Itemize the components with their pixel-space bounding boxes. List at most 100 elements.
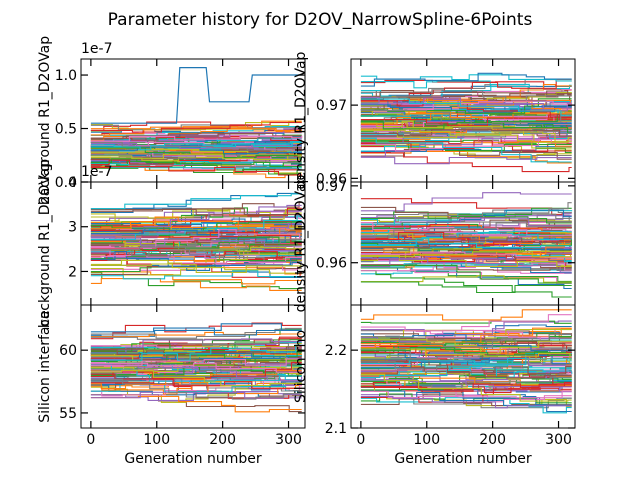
series-line — [90, 348, 302, 357]
series-line — [360, 215, 572, 227]
series-line — [90, 236, 302, 251]
x-tick-label: 300 — [275, 432, 302, 448]
series-line — [90, 358, 302, 366]
series-line — [360, 339, 572, 354]
series-line — [90, 153, 302, 160]
series-line — [360, 250, 572, 261]
series-line — [90, 271, 302, 285]
y-tick-label: 0.96 — [316, 256, 347, 272]
series-line — [90, 141, 302, 151]
series-line — [360, 156, 572, 165]
x-axis-label: Generation number — [124, 451, 261, 467]
y-tick-label: 60 — [59, 343, 77, 359]
series-line — [360, 256, 572, 273]
series-line — [360, 239, 572, 252]
series-line — [360, 231, 572, 245]
series-line — [360, 94, 572, 107]
subplot-density-top: 0.96 0.97 density R1_D2OVap — [293, 51, 576, 189]
series-line — [360, 252, 572, 264]
series-line — [360, 80, 572, 102]
series-line — [360, 348, 572, 361]
series-line — [90, 366, 302, 377]
series-line — [360, 80, 572, 93]
figure-title: Parameter history for D2OV_NarrowSpline-… — [108, 10, 533, 30]
series-line — [360, 246, 572, 258]
series-line — [360, 129, 572, 149]
series-line — [360, 327, 572, 345]
series-line — [360, 333, 572, 348]
series-line — [90, 158, 302, 168]
series-line — [360, 309, 572, 321]
series-line — [360, 379, 572, 392]
y-tick-label: 55 — [59, 406, 77, 422]
series-line — [90, 216, 302, 236]
series-lines — [90, 67, 303, 179]
series-lines — [90, 192, 302, 291]
axes-frame — [80, 304, 306, 429]
series-line — [90, 137, 302, 142]
series-line — [360, 373, 572, 402]
series-line — [360, 140, 572, 152]
series-line — [360, 314, 572, 332]
series-line — [90, 323, 302, 337]
series-line — [360, 223, 572, 231]
series-line — [360, 281, 572, 294]
y-axis-label: density R1_D2OVap — [293, 174, 309, 312]
series-line — [90, 361, 302, 379]
series-line — [90, 378, 302, 399]
series-line — [90, 165, 302, 179]
series-line — [90, 270, 302, 280]
series-line — [90, 121, 302, 133]
series-line — [90, 251, 302, 271]
y-axis-label: background R1_D2OVap — [37, 36, 53, 205]
series-line — [360, 222, 572, 238]
series-line — [360, 148, 572, 160]
x-tick-label: 0 — [356, 432, 365, 448]
series-lines — [90, 322, 303, 413]
y-axis-label: density R1_D2OVap — [293, 51, 309, 189]
series-line — [360, 113, 572, 130]
series-line — [90, 230, 302, 248]
series-line — [360, 72, 572, 87]
series-line — [90, 229, 302, 243]
series-line — [90, 384, 302, 395]
series-line — [90, 344, 302, 361]
series-line — [360, 267, 572, 290]
series-line — [360, 358, 572, 366]
series-line — [90, 166, 302, 176]
series-line — [90, 369, 302, 387]
x-axis-label: Generation number — [394, 451, 531, 467]
series-line — [90, 160, 302, 169]
series-line — [360, 254, 572, 268]
series-line — [360, 370, 572, 381]
series-line — [360, 329, 572, 338]
series-line — [360, 376, 572, 388]
series-line — [90, 278, 302, 291]
y-tick-label: 2 — [68, 264, 77, 280]
series-line — [90, 395, 302, 413]
series-line — [360, 114, 572, 126]
x-tick-label: 200 — [479, 432, 506, 448]
series-line — [90, 263, 302, 274]
series-line — [90, 247, 302, 269]
series-line — [90, 151, 302, 161]
y-tick-label: 0.5 — [55, 122, 77, 138]
series-line — [360, 192, 572, 212]
series-line — [90, 193, 302, 210]
series-line — [90, 220, 302, 240]
series-line — [90, 135, 303, 142]
series-line — [360, 360, 572, 379]
series-line — [90, 238, 302, 251]
series-line-outlier — [90, 67, 302, 124]
series-lines — [360, 192, 573, 298]
series-line — [360, 91, 572, 97]
series-line — [90, 344, 302, 351]
series-line — [90, 166, 302, 169]
series-line — [360, 397, 572, 414]
series-line — [360, 115, 572, 134]
series-line — [360, 361, 572, 386]
series-line — [360, 357, 572, 372]
